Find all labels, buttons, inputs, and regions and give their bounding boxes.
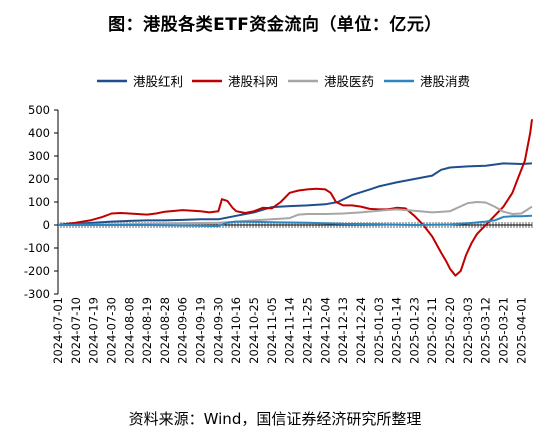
x-tick-label: 2025-01-03 — [372, 297, 386, 364]
y-axis: -300 -200 -100 0 100 200 300 400 500 — [24, 103, 59, 301]
x-tick-label: 2024-08-08 — [122, 297, 136, 364]
x-tick-label: 2025-01-23 — [407, 297, 421, 364]
y-tick-label: 0 — [43, 218, 50, 232]
series-lines — [57, 119, 533, 277]
x-tick-label: 2025-03-03 — [461, 297, 475, 364]
y-tick-label: -100 — [24, 241, 50, 255]
x-tick-label: 2024-07-01 — [51, 297, 65, 364]
x-tick-label: 2024-10-25 — [247, 297, 261, 364]
y-tick-label: 400 — [28, 126, 50, 140]
y-tick-label: 200 — [28, 172, 50, 186]
x-tick-label: 2025-03-21 — [496, 297, 510, 364]
x-tick-label: 2025-04-01 — [514, 297, 528, 364]
x-tick-label: 2024-07-30 — [104, 297, 118, 364]
x-tick-label: 2025-02-11 — [425, 297, 439, 364]
x-tick-label: 2024-09-19 — [194, 297, 208, 364]
x-axis: 2024-07-01 2024-07-10 2024-07-19 2024-07-30… — [51, 222, 533, 364]
x-tick-label: 2024-12-04 — [318, 297, 332, 364]
legend-label: 港股红利 — [133, 74, 183, 89]
y-tick-label: -200 — [24, 264, 50, 278]
x-tick-label: 2024-12-13 — [336, 297, 350, 364]
y-tick-label: 300 — [28, 149, 50, 163]
series-line-港股消费 — [58, 214, 533, 228]
x-tick-label: 2024-07-10 — [69, 297, 83, 364]
series-line-港股红利 — [57, 162, 533, 226]
series-line-港股科网 — [57, 119, 533, 277]
y-tick-label: 500 — [28, 103, 50, 117]
x-tick-label: 2025-01-14 — [390, 297, 404, 364]
legend-label: 港股医药 — [324, 74, 374, 89]
y-tick-label: 100 — [28, 195, 50, 209]
x-tick-label: 2025-02-20 — [443, 297, 457, 364]
x-tick-label: 2024-07-19 — [87, 297, 101, 364]
x-tick-label: 2025-03-12 — [479, 297, 493, 364]
x-tick-label: 2024-12-24 — [354, 297, 368, 364]
legend-label: 港股消费 — [420, 74, 470, 89]
legend: 港股红利 港股科网 港股医药 港股消费 — [97, 74, 470, 89]
legend-label: 港股科网 — [228, 74, 278, 89]
x-tick-label: 2024-11-05 — [265, 297, 279, 364]
source-note: 资料来源：Wind，国信证券经济研究所整理 — [128, 410, 422, 428]
x-tick-label: 2024-10-16 — [229, 297, 243, 364]
x-tick-label: 2024-11-14 — [283, 297, 297, 364]
x-tick-label: 2024-08-19 — [140, 297, 154, 364]
y-tick-label: -300 — [24, 287, 50, 301]
x-tick-label: 2024-11-25 — [300, 297, 314, 364]
x-tick-label: 2024-09-30 — [211, 297, 225, 364]
x-tick-label: 2024-08-28 — [158, 297, 172, 364]
chart-title: 图：港股各类ETF资金流向（单位：亿元） — [108, 15, 442, 35]
x-tick-label: 2024-09-06 — [176, 297, 190, 364]
